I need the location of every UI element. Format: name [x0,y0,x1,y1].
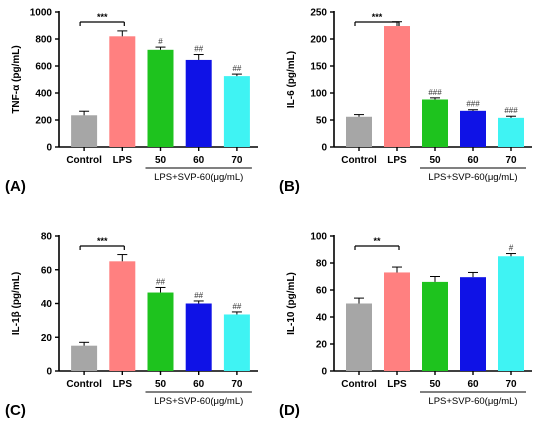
significance-mark: # [509,244,514,253]
bracket-significance: ** [373,236,381,246]
bar [460,110,486,147]
x-tick-label: LPS [113,379,133,390]
panel-letter: (C) [5,402,26,419]
significance-mark: ### [428,88,442,97]
y-tick-label: 0 [46,143,52,154]
x-tick-label: 70 [231,155,243,166]
significance-mark: ## [232,64,241,73]
significance-mark: ### [466,100,480,109]
bar [185,59,212,147]
x-tick-label: 70 [505,379,517,390]
y-tick-label: 40 [316,313,328,324]
x-tick-label: 50 [155,379,167,390]
y-tick-label: 40 [41,299,53,310]
bar [460,277,486,371]
panel-letter: (B) [279,178,300,195]
chart-panel-4: 0 20 40 60 80 100 IL-10 (pg/mL) Control LPS 50 60 #… [279,232,532,419]
chart-panel-1: 0 200 400 600 800 1000 TNF-α (pg/mL) Control LPS… [5,8,258,195]
y-tick-label: 80 [316,259,328,270]
bar [147,292,174,371]
x-tick-label: 50 [155,155,167,166]
y-tick-label: 0 [321,367,327,378]
y-tick-label: 0 [321,143,327,154]
x-tick-label: 50 [429,155,441,166]
y-tick-label: 60 [316,286,328,297]
significance-mark: ## [232,302,241,311]
x-tick-label: 60 [467,379,479,390]
bar [384,26,410,147]
bar [422,281,448,371]
x-tick-label: 60 [193,155,205,166]
y-axis-label: IL-6 (pg/mL) [286,51,297,108]
significance-mark: ## [194,291,203,300]
y-axis-label: IL-1β (pg/mL) [11,272,22,335]
bar [109,36,136,147]
bar [109,261,136,371]
x-tick-label: LPS [387,379,407,390]
x-tick-label: Control [341,379,377,390]
x-tick-label: Control [66,155,102,166]
bar [384,272,410,371]
y-tick-label: 400 [35,89,52,100]
y-tick-label: 20 [316,340,328,351]
y-tick-label: 250 [310,8,327,19]
bar [422,99,448,147]
y-tick-label: 20 [41,333,53,344]
chart-panel-2: 0 50 100 150 200 250 IL-6 (pg/mL) Control LPS ###… [279,8,532,195]
group-label: LPS+SVP-60(μg/mL) [154,172,243,183]
x-tick-label: 50 [429,379,441,390]
y-tick-label: 600 [35,62,52,73]
bar [185,303,212,371]
group-label: LPS+SVP-60(μg/mL) [428,172,517,183]
y-tick-label: 100 [310,89,327,100]
y-tick-label: 200 [310,35,327,46]
bar [346,303,372,371]
y-tick-label: 800 [35,35,52,46]
x-tick-label: Control [341,155,377,166]
x-tick-label: 70 [231,379,243,390]
y-tick-label: 150 [310,62,327,73]
y-axis-label: IL-10 (pg/mL) [286,272,297,335]
y-tick-label: 0 [46,367,52,378]
x-tick-label: 60 [467,155,479,166]
bar [147,49,174,147]
x-tick-label: Control [66,379,102,390]
group-label: LPS+SVP-60(μg/mL) [154,396,243,407]
bar [71,345,98,371]
significance-mark: # [158,37,163,46]
bar [71,115,98,147]
bracket-significance: *** [372,12,383,22]
y-tick-label: 60 [41,265,53,276]
bar [223,314,250,371]
y-tick-label: 50 [316,116,328,127]
bar [498,256,524,371]
x-tick-label: 60 [193,379,205,390]
bar [498,117,524,147]
y-tick-label: 100 [310,232,327,243]
x-tick-label: LPS [113,155,133,166]
significance-mark: ## [156,277,165,286]
bar [223,76,250,147]
y-tick-label: 80 [41,232,53,243]
panel-letter: (A) [5,178,26,195]
panel-letter: (D) [279,402,300,419]
significance-mark: ## [194,45,203,54]
y-tick-label: 200 [35,116,52,127]
chart-panel-3: 0 20 40 60 80 IL-1β (pg/mL) Control LPS ## 50 ## 60… [5,232,258,419]
y-tick-label: 1000 [30,8,53,19]
x-tick-label: 70 [505,155,517,166]
bracket-significance: *** [97,12,108,22]
significance-mark: ### [504,106,518,115]
bracket-significance: *** [97,236,108,246]
y-axis-label: TNF-α (pg/mL) [11,45,22,113]
x-tick-label: LPS [387,155,407,166]
bar [346,116,372,147]
group-label: LPS+SVP-60(μg/mL) [428,396,517,407]
